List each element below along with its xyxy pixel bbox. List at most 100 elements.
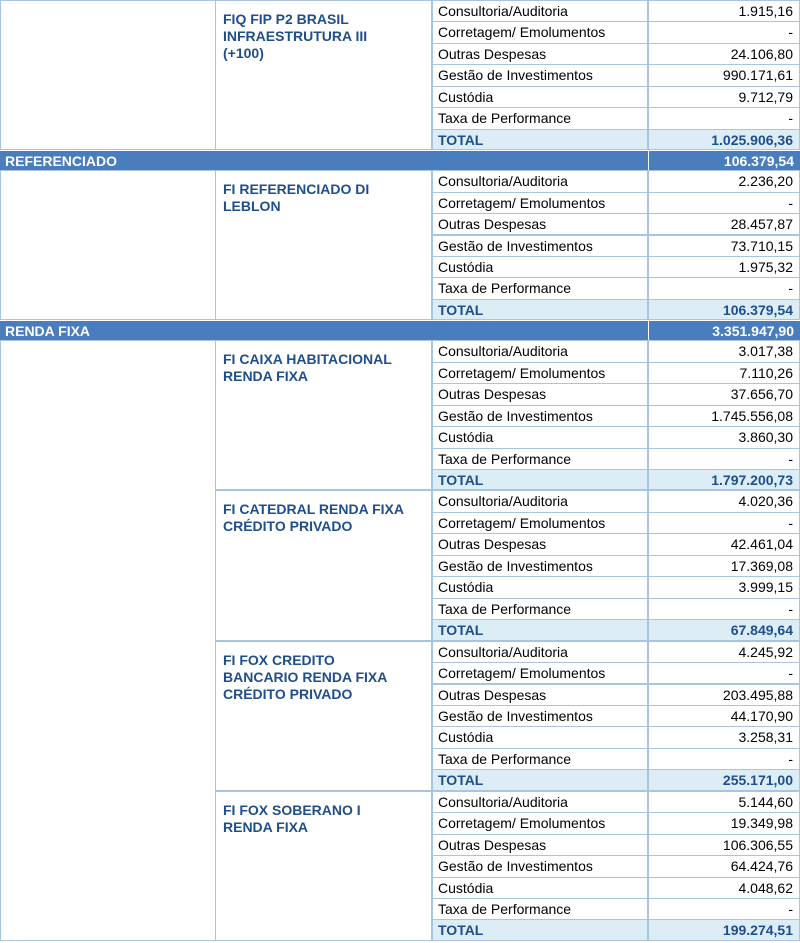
expense-label: Corretagem/ Emolumentos (432, 21, 648, 44)
category-cell (0, 340, 216, 941)
expense-label: Outras Despesas (432, 533, 648, 556)
total-label: TOTAL (432, 128, 648, 151)
total-label: TOTAL (432, 469, 648, 491)
total-value: 199.274,51 (648, 919, 800, 941)
category-cell (0, 170, 216, 321)
fund-name: FI FOX SOBERANO I RENDA FIXA (215, 790, 432, 941)
expense-value: 24.106,80 (648, 42, 800, 66)
expense-label: Gestão de Investimentos (432, 64, 648, 87)
fund-name-line: FI FOX SOBERANO I (223, 801, 361, 818)
expense-value: 44.170,90 (648, 704, 800, 728)
fund-name-line: FI FOX CREDITO (223, 651, 335, 668)
section-total: 106.379,54 (649, 151, 800, 171)
expense-label: Corretagem/ Emolumentos (432, 191, 648, 215)
section-total: 3.351.947,90 (649, 321, 800, 341)
section-bar: REFERENCIADO (0, 151, 648, 171)
expense-value: 9.712,79 (648, 85, 800, 109)
expense-label: Custódia (432, 85, 648, 109)
expense-label: Custódia (432, 255, 648, 279)
expense-label: Taxa de Performance (432, 277, 648, 300)
expense-label: Outras Despesas (432, 42, 648, 66)
section-bar: RENDA FIXA (0, 321, 648, 341)
expense-label: Outras Despesas (432, 383, 648, 406)
total-value: 255.171,00 (648, 769, 800, 791)
expense-label: Custódia (432, 726, 648, 749)
expense-value: 3.860,30 (648, 426, 800, 449)
expense-value: - (648, 597, 800, 621)
expense-label: Custódia (432, 576, 648, 599)
expense-value: 17.369,08 (648, 554, 800, 578)
expense-value: 1.915,16 (648, 0, 800, 23)
expense-value: 4.245,92 (648, 640, 800, 664)
expense-value: - (648, 662, 800, 685)
total-value: 1.797.200,73 (648, 469, 800, 491)
total-label: TOTAL (432, 619, 648, 641)
expense-value: 1.975,32 (648, 255, 800, 279)
fund-name-line: FIQ FIP P2 BRASIL (223, 11, 349, 27)
expense-value: 990.171,61 (648, 64, 800, 87)
expense-label: Gestão de Investimentos (432, 234, 648, 257)
expense-value: 4.048,62 (648, 876, 800, 899)
expense-label: Consultoria/Auditoria (432, 170, 648, 193)
expense-label: Taxa de Performance (432, 447, 648, 470)
fund-name: FI REFERENCIADO DI LEBLON (215, 170, 432, 321)
expense-value: 7.110,26 (648, 361, 800, 385)
expense-value: - (648, 511, 800, 535)
expense-label: Gestão de Investimentos (432, 855, 648, 878)
expense-value: - (648, 21, 800, 44)
expense-label: Taxa de Performance (432, 898, 648, 921)
expense-value: 3.999,15 (648, 576, 800, 599)
expense-label: Taxa de Performance (432, 747, 648, 771)
expense-value: - (648, 277, 800, 300)
expense-label: Gestão de Investimentos (432, 704, 648, 728)
fund-name-line: FI REFERENCIADO DI (223, 181, 370, 198)
expense-label: Consultoria/Auditoria (432, 490, 648, 513)
fund-name: FI CAIXA HABITACIONAL RENDA FIXA (215, 340, 432, 491)
expense-label: Consultoria/Auditoria (432, 640, 648, 664)
expense-label: Corretagem/ Emolumentos (432, 662, 648, 685)
expense-label: Outras Despesas (432, 213, 648, 236)
expense-value: 203.495,88 (648, 683, 800, 706)
expense-value: 19.349,98 (648, 812, 800, 835)
expense-value: - (648, 898, 800, 921)
expense-value: 5.144,60 (648, 790, 800, 814)
total-value: 106.379,54 (648, 298, 800, 321)
fund-name-line: (+100) (223, 45, 264, 61)
expense-value: 3.258,31 (648, 726, 800, 749)
fund-name-line: FI CAIXA HABITACIONAL (223, 351, 392, 368)
total-label: TOTAL (432, 769, 648, 791)
expense-value: - (648, 747, 800, 771)
expense-label: Outras Despesas (432, 833, 648, 857)
expense-label: Consultoria/Auditoria (432, 0, 648, 23)
expense-value: 2.236,20 (648, 170, 800, 193)
fund-name-line: INFRAESTRUTURA III (223, 28, 368, 44)
expense-label: Custódia (432, 876, 648, 899)
expense-value: - (648, 107, 800, 130)
expense-value: 42.461,04 (648, 533, 800, 556)
fund-name: FIQ FIP P2 BRASIL INFRAESTRUTURA III (+100… (215, 0, 432, 151)
expense-value: 3.017,38 (648, 340, 800, 363)
expense-value: 1.745.556,08 (648, 404, 800, 428)
category-cell (0, 0, 216, 151)
expense-label: Corretagem/ Emolumentos (432, 812, 648, 835)
fund-name: FI FOX CREDITO BANCARIO RENDA FIXA CRÉDITO… (215, 640, 432, 791)
expense-value: 73.710,15 (648, 234, 800, 257)
fund-name-line: RENDA FIXA (223, 818, 309, 835)
total-value: 1.025.906,36 (648, 128, 800, 151)
expense-label: Corretagem/ Emolumentos (432, 361, 648, 385)
fund-name-line: BANCARIO RENDA FIXA (223, 668, 388, 685)
expense-value: - (648, 447, 800, 470)
expense-value: 37.656,70 (648, 383, 800, 406)
expense-label: Corretagem/ Emolumentos (432, 511, 648, 535)
expense-value: 4.020,36 (648, 490, 800, 513)
fund-name-line: CRÉDITO PRIVADO (223, 518, 353, 535)
fund-name-line: RENDA FIXA (223, 368, 309, 385)
expense-label: Taxa de Performance (432, 107, 648, 130)
expense-label: Taxa de Performance (432, 597, 648, 621)
expense-label: Consultoria/Auditoria (432, 340, 648, 363)
total-label: TOTAL (432, 298, 648, 321)
total-label: TOTAL (432, 919, 648, 941)
expense-value: 28.457,87 (648, 213, 800, 236)
expense-value: 64.424,76 (648, 855, 800, 878)
